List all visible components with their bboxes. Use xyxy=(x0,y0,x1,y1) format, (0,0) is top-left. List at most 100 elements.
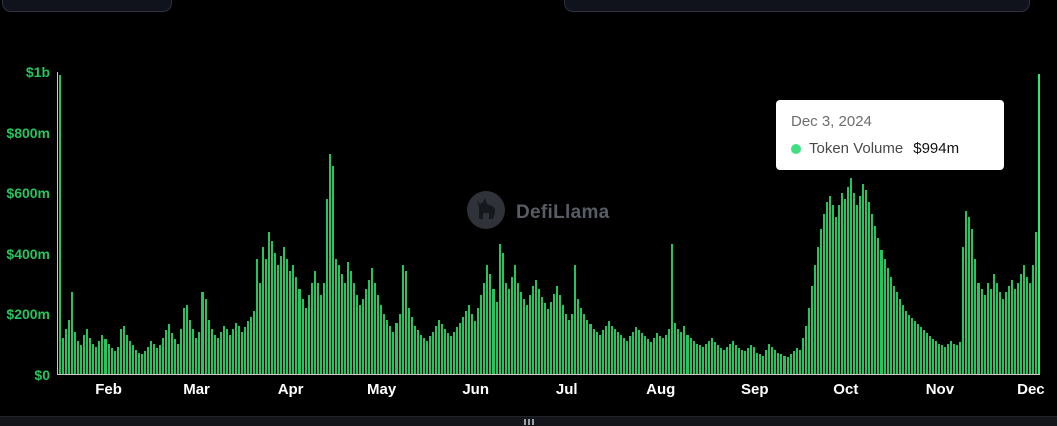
volume-bar[interactable] xyxy=(665,334,668,374)
volume-bar[interactable] xyxy=(819,229,822,374)
volume-bar[interactable] xyxy=(307,295,310,374)
scrollbar-grip-icon[interactable] xyxy=(523,419,534,425)
volume-bar[interactable] xyxy=(771,346,774,374)
volume-bar[interactable] xyxy=(786,357,789,374)
volume-bar[interactable] xyxy=(371,268,374,374)
volume-bar[interactable] xyxy=(589,324,592,374)
volume-bar[interactable] xyxy=(537,289,540,374)
top-right-control[interactable] xyxy=(564,0,1030,12)
volume-bar[interactable] xyxy=(877,238,880,374)
volume-bar[interactable] xyxy=(510,277,513,374)
volume-bar[interactable] xyxy=(695,343,698,374)
volume-bar[interactable] xyxy=(859,195,862,374)
volume-bar[interactable] xyxy=(686,334,689,374)
volume-bar[interactable] xyxy=(789,354,792,374)
volume-bar[interactable] xyxy=(656,333,659,374)
volume-bar[interactable] xyxy=(80,345,83,374)
volume-bar[interactable] xyxy=(983,295,986,374)
volume-bar[interactable] xyxy=(916,324,919,374)
volume-bar[interactable] xyxy=(256,259,259,374)
volume-bar[interactable] xyxy=(553,293,556,374)
volume-bar[interactable] xyxy=(1022,265,1025,374)
volume-bar[interactable] xyxy=(968,216,971,374)
volume-bar[interactable] xyxy=(831,204,834,374)
volume-bar[interactable] xyxy=(465,310,468,374)
volume-bar[interactable] xyxy=(913,321,916,374)
volume-bar[interactable] xyxy=(734,345,737,374)
volume-bar[interactable] xyxy=(783,355,786,374)
volume-bar[interactable] xyxy=(719,348,722,374)
volume-bar[interactable] xyxy=(440,324,443,374)
volume-bar[interactable] xyxy=(171,333,174,374)
volume-bar[interactable] xyxy=(928,336,931,374)
volume-bar[interactable] xyxy=(550,301,553,374)
volume-bar[interactable] xyxy=(422,337,425,374)
volume-bar[interactable] xyxy=(622,337,625,374)
volume-bar[interactable] xyxy=(744,351,747,374)
volume-bar[interactable] xyxy=(625,340,628,374)
volume-bar[interactable] xyxy=(616,331,619,374)
volume-bar[interactable] xyxy=(728,343,731,374)
volume-bar[interactable] xyxy=(907,315,910,374)
volume-bar[interactable] xyxy=(410,316,413,374)
volume-bar[interactable] xyxy=(613,328,616,374)
volume-bar[interactable] xyxy=(128,340,131,374)
volume-bar[interactable] xyxy=(798,349,801,374)
volume-bar[interactable] xyxy=(810,286,813,374)
volume-bar[interactable] xyxy=(895,292,898,374)
volume-bar[interactable] xyxy=(107,343,110,374)
volume-bar[interactable] xyxy=(835,216,838,374)
volume-bar[interactable] xyxy=(137,352,140,374)
volume-bar[interactable] xyxy=(228,334,231,374)
volume-bar[interactable] xyxy=(762,355,765,374)
volume-bar[interactable] xyxy=(516,283,519,374)
volume-bar[interactable] xyxy=(234,322,237,374)
volume-bar[interactable] xyxy=(601,330,604,374)
volume-bar[interactable] xyxy=(249,316,252,374)
volume-bar[interactable] xyxy=(565,313,568,374)
volume-bar[interactable] xyxy=(838,204,841,374)
volume-bar[interactable] xyxy=(1001,298,1004,374)
volume-bar[interactable] xyxy=(631,331,634,374)
volume-bar[interactable] xyxy=(892,286,895,374)
volume-bar[interactable] xyxy=(353,283,356,374)
volume-bar[interactable] xyxy=(274,253,277,374)
volume-bar[interactable] xyxy=(152,343,155,374)
volume-bar[interactable] xyxy=(807,307,810,374)
volume-bar[interactable] xyxy=(765,349,768,374)
volume-bar[interactable] xyxy=(531,286,534,374)
volume-bar[interactable] xyxy=(801,337,804,374)
volume-bar[interactable] xyxy=(101,334,104,374)
volume-bar[interactable] xyxy=(110,348,113,374)
volume-bar[interactable] xyxy=(756,352,759,374)
volume-bar[interactable] xyxy=(265,259,268,374)
volume-bar[interactable] xyxy=(595,331,598,374)
volume-bar[interactable] xyxy=(540,297,543,374)
volume-bar[interactable] xyxy=(935,341,938,374)
volume-bar[interactable] xyxy=(986,283,989,374)
volume-bar[interactable] xyxy=(641,333,644,374)
volume-bar[interactable] xyxy=(356,295,359,374)
volume-bar[interactable] xyxy=(822,213,825,374)
volume-bar[interactable] xyxy=(319,295,322,374)
volume-bar[interactable] xyxy=(953,343,956,374)
volume-bar[interactable] xyxy=(889,277,892,374)
volume-bar[interactable] xyxy=(447,333,450,374)
volume-bar[interactable] xyxy=(177,343,180,374)
volume-bar[interactable] xyxy=(1016,283,1019,374)
volume-bar[interactable] xyxy=(559,295,562,374)
volume-bar[interactable] xyxy=(747,348,750,374)
volume-bar[interactable] xyxy=(598,334,601,374)
volume-bar[interactable] xyxy=(183,307,186,374)
volume-bar[interactable] xyxy=(513,265,516,374)
volume-bar[interactable] xyxy=(941,345,944,374)
volume-bar[interactable] xyxy=(331,165,334,374)
volume-bar[interactable] xyxy=(947,343,950,374)
volume-bar[interactable] xyxy=(668,328,671,374)
volume-bar[interactable] xyxy=(431,331,434,374)
volume-bar[interactable] xyxy=(237,325,240,374)
volume-bar[interactable] xyxy=(750,345,753,374)
volume-bar[interactable] xyxy=(295,277,298,374)
volume-bar[interactable] xyxy=(401,265,404,374)
volume-bar[interactable] xyxy=(83,334,86,374)
